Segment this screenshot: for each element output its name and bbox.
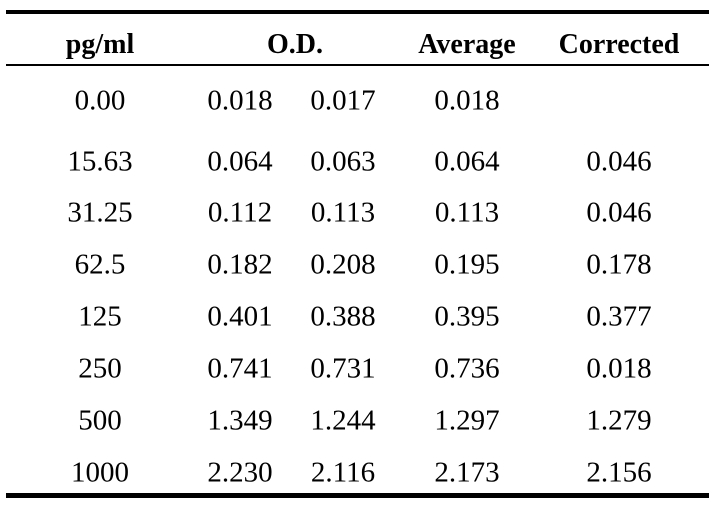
concentration-cell: 500 bbox=[78, 404, 122, 437]
concentration-cell: 1000 bbox=[71, 456, 129, 489]
od-replicate-2-cell: 0.113 bbox=[310, 196, 376, 229]
header-average: Average bbox=[418, 29, 516, 60]
header-corrected: Corrected bbox=[558, 29, 680, 60]
corrected-cell: 0.018 bbox=[586, 352, 652, 385]
concentration-cell: 31.25 bbox=[67, 196, 133, 229]
od-replicate-2-cell: 0.208 bbox=[310, 248, 376, 281]
average-cell: 0.395 bbox=[434, 300, 500, 333]
top-rule bbox=[6, 10, 709, 14]
od-replicate-1-cell: 0.741 bbox=[207, 352, 273, 385]
concentration-cell: 250 bbox=[78, 352, 122, 385]
average-cell: 0.064 bbox=[434, 145, 500, 178]
concentration-cell: 125 bbox=[78, 300, 122, 333]
average-cell: 0.113 bbox=[434, 196, 500, 229]
od-replicate-2-cell: 0.063 bbox=[310, 145, 376, 178]
corrected-cell: 1.279 bbox=[586, 404, 652, 437]
concentration-cell: 15.63 bbox=[67, 145, 133, 178]
corrected-cell: 0.046 bbox=[586, 145, 652, 178]
corrected-cell: 2.156 bbox=[586, 456, 652, 489]
od-replicate-2-cell: 0.731 bbox=[310, 352, 376, 385]
od-replicate-1-cell: 0.401 bbox=[207, 300, 273, 333]
average-cell: 0.018 bbox=[434, 84, 500, 117]
corrected-cell: 0.046 bbox=[586, 196, 652, 229]
od-replicate-1-cell: 0.018 bbox=[207, 84, 273, 117]
od-replicate-1-cell: 2.230 bbox=[207, 456, 273, 489]
concentration-cell: 0.00 bbox=[74, 84, 126, 117]
corrected-cell: 0.178 bbox=[586, 248, 652, 281]
bottom-rule bbox=[6, 493, 709, 498]
average-cell: 0.195 bbox=[434, 248, 500, 281]
od-replicate-1-cell: 1.349 bbox=[207, 404, 273, 437]
od-replicate-1-cell: 0.112 bbox=[207, 196, 273, 229]
average-cell: 1.297 bbox=[434, 404, 500, 437]
concentration-cell: 62.5 bbox=[74, 248, 126, 281]
header-od: O.D. bbox=[267, 29, 323, 60]
header-concentration: pg/ml bbox=[65, 29, 135, 60]
header-rule bbox=[6, 64, 709, 66]
average-cell: 0.736 bbox=[434, 352, 500, 385]
od-replicate-2-cell: 2.116 bbox=[310, 456, 376, 489]
od-replicate-1-cell: 0.064 bbox=[207, 145, 273, 178]
average-cell: 2.173 bbox=[434, 456, 500, 489]
od-replicate-2-cell: 1.244 bbox=[310, 404, 376, 437]
od-replicate-2-cell: 0.017 bbox=[310, 84, 376, 117]
od-replicate-1-cell: 0.182 bbox=[207, 248, 273, 281]
od-replicate-2-cell: 0.388 bbox=[310, 300, 376, 333]
corrected-cell: 0.377 bbox=[586, 300, 652, 333]
